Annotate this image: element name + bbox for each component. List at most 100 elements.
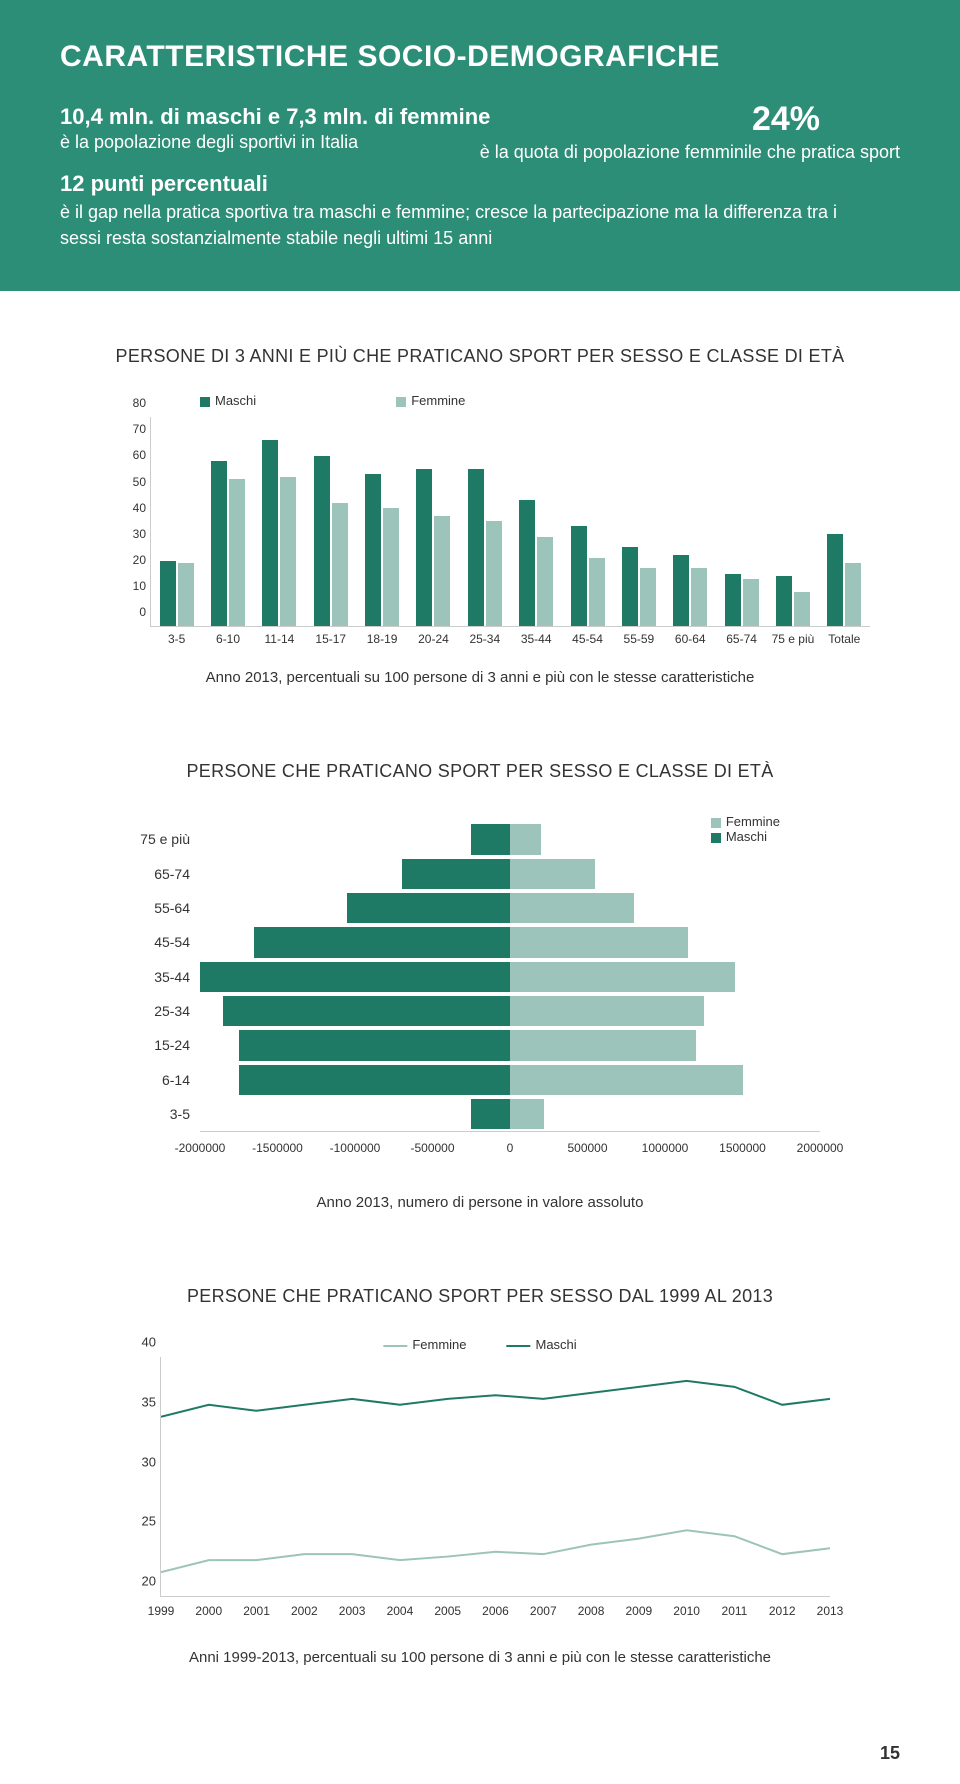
ytick: 30	[126, 1454, 156, 1469]
legend-femmine: Femmine	[396, 393, 465, 408]
bar-group	[571, 526, 605, 626]
chart1-section: PERSONE DI 3 ANNI E PIÙ CHE PRATICANO SP…	[0, 291, 960, 706]
ytick: 35	[126, 1394, 156, 1409]
bar-femmine	[486, 521, 502, 626]
pyramid-row: 55-64	[200, 891, 820, 925]
bar-maschi	[239, 1030, 510, 1060]
chart1-plot: 010203040506070803-56-1011-1415-1718-192…	[150, 417, 870, 627]
bar-maschi	[200, 962, 510, 992]
bar-maschi	[416, 469, 432, 627]
bar-femmine	[510, 1065, 743, 1095]
xlabel: 15-17	[315, 632, 346, 646]
bar-femmine	[691, 568, 707, 626]
xlabel: 2002	[291, 1604, 318, 1618]
bar-group	[673, 555, 707, 626]
bar-femmine	[510, 824, 541, 854]
ytick: 40	[121, 501, 146, 515]
xlabel: 1999	[148, 1604, 175, 1618]
bar-femmine	[845, 563, 861, 626]
xlabel: 1000000	[642, 1141, 689, 1155]
xlabel: -1000000	[330, 1141, 381, 1155]
xlabel: 55-59	[624, 632, 655, 646]
ylabel: 35-44	[120, 969, 190, 985]
xlabel: 2005	[434, 1604, 461, 1618]
xlabel: 2009	[625, 1604, 652, 1618]
bar-group	[365, 474, 399, 626]
bar-maschi	[827, 534, 843, 626]
bar-group	[622, 547, 656, 626]
bar-femmine	[794, 592, 810, 626]
bar-femmine	[510, 1099, 544, 1129]
chart2-section: PERSONE CHE PRATICANO SPORT PER SESSO E …	[0, 706, 960, 1231]
bar-group	[468, 469, 502, 627]
ytick: 20	[121, 553, 146, 567]
bar-group	[776, 576, 810, 626]
pyramid-row: 65-74	[200, 857, 820, 891]
xlabel: 11-14	[264, 632, 294, 646]
xlabel: 2010	[673, 1604, 700, 1618]
bar-maschi	[223, 996, 510, 1026]
bar-group	[519, 500, 553, 626]
xlabel: 45-54	[572, 632, 603, 646]
chart2-caption: Anno 2013, numero di persone in valore a…	[80, 1194, 880, 1211]
xlabel: 1500000	[719, 1141, 766, 1155]
bar-group	[211, 461, 245, 626]
bar-maschi	[471, 1099, 510, 1129]
ytick: 40	[126, 1335, 156, 1350]
bar-maschi	[160, 561, 176, 627]
pct-desc: è la quota di popolazione femminile che …	[420, 142, 900, 163]
ytick: 0	[121, 605, 146, 619]
pyramid-row: 75 e più	[200, 822, 820, 856]
bar-femmine	[510, 962, 735, 992]
bar-femmine	[640, 568, 656, 626]
xlabel: 2012	[769, 1604, 796, 1618]
bar-maschi	[239, 1065, 510, 1095]
bar-maschi	[725, 574, 741, 627]
xlabel: 3-5	[168, 632, 185, 646]
ytick: 20	[126, 1574, 156, 1589]
xlabel: 65-74	[726, 632, 757, 646]
bar-femmine	[332, 503, 348, 626]
line-series	[161, 1381, 830, 1417]
xlabel: 20-24	[418, 632, 449, 646]
bar-maschi	[314, 456, 330, 627]
ytick: 10	[121, 579, 146, 593]
ylabel: 25-34	[120, 1003, 190, 1019]
xlabel: 2004	[387, 1604, 414, 1618]
chart3-legend: Femmine Maschi	[383, 1337, 576, 1352]
chart2-title: PERSONE CHE PRATICANO SPORT PER SESSO E …	[80, 761, 880, 782]
bar-group	[262, 440, 296, 626]
ylabel: 6-14	[120, 1072, 190, 1088]
ylabel: 75 e più	[120, 831, 190, 847]
bar-femmine	[510, 893, 634, 923]
xlabel: 2001	[243, 1604, 270, 1618]
bar-maschi	[468, 469, 484, 627]
xlabel: 2008	[578, 1604, 605, 1618]
stat2-bold: 12 punti percentuali	[60, 171, 900, 197]
ylabel: 45-54	[120, 934, 190, 950]
bar-femmine	[743, 579, 759, 626]
bar-group	[725, 574, 759, 627]
bar-femmine	[510, 927, 688, 957]
line-chart: Femmine Maschi 2025303540199920002001200…	[120, 1337, 840, 1637]
bar-maschi	[622, 547, 638, 626]
bar-group	[416, 469, 450, 627]
ytick: 25	[126, 1514, 156, 1529]
legend-maschi: Maschi	[200, 393, 256, 408]
chart1-title: PERSONE DI 3 ANNI E PIÙ CHE PRATICANO SP…	[80, 346, 880, 367]
xlabel: 35-44	[521, 632, 552, 646]
page-number: 15	[880, 1743, 900, 1764]
bar-maschi	[365, 474, 381, 626]
xlabel: 2000000	[797, 1141, 844, 1155]
xlabel: 18-19	[367, 632, 398, 646]
bar-femmine	[383, 508, 399, 626]
pyramid-row: 25-34	[200, 994, 820, 1028]
ytick: 80	[121, 396, 146, 410]
ytick: 30	[121, 527, 146, 541]
header-block: CARATTERISTICHE SOCIO-DEMOGRAFICHE 10,4 …	[0, 0, 960, 291]
xlabel: 0	[507, 1141, 514, 1155]
ytick: 60	[121, 448, 146, 462]
pyramid-row: 3-5	[200, 1097, 820, 1131]
pyramid-row: 45-54	[200, 925, 820, 959]
chart3-title: PERSONE CHE PRATICANO SPORT PER SESSO DA…	[80, 1286, 880, 1307]
